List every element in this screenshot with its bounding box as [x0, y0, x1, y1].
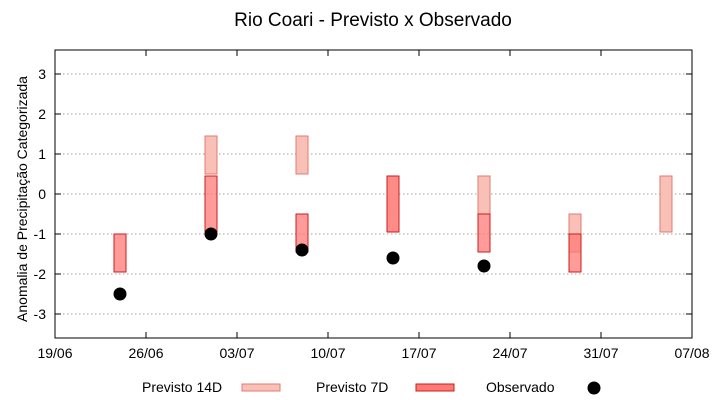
x-tick-label: 07/08	[674, 345, 709, 361]
range-bar	[477, 175, 491, 215]
y-tick-label: 1	[38, 146, 46, 162]
y-tick-label: 0	[38, 186, 46, 202]
x-tick-label: 10/07	[310, 345, 345, 361]
x-tick-label: 31/07	[583, 345, 618, 361]
observed-point	[113, 287, 127, 301]
axis-ticks: -3 -2 -1 0 1 2 3 19/06 26/06 03/07 10/07 17/07 24/07…	[34, 50, 710, 361]
legend-swatch	[241, 383, 281, 392]
observed-point	[477, 259, 491, 273]
x-tick-label: 24/07	[492, 345, 527, 361]
range-bar	[113, 233, 127, 273]
legend-label: Previsto 7D	[316, 379, 388, 395]
observed-point	[386, 251, 400, 265]
y-tick-label: -3	[34, 306, 47, 322]
y-tick-label: -1	[34, 226, 47, 242]
legend-label: Previsto 14D	[142, 379, 222, 395]
range-bar	[204, 175, 218, 233]
observed-points	[113, 227, 491, 301]
x-tick-label: 17/07	[401, 345, 436, 361]
range-bar	[659, 175, 673, 233]
y-tick-label: 3	[38, 66, 46, 82]
range-bar	[477, 213, 491, 253]
observed-point	[204, 227, 218, 241]
legend: Previsto 14D Previsto 7D Observado	[142, 379, 601, 395]
grid-lines	[55, 73, 692, 315]
y-tick-label: -2	[34, 266, 47, 282]
observed-point	[295, 243, 309, 257]
legend-swatch	[587, 381, 601, 395]
y-tick-label: 2	[38, 106, 46, 122]
legend-label: Observado	[486, 379, 555, 395]
legend-swatch	[415, 383, 455, 392]
range-bar	[204, 135, 218, 175]
range-bar	[295, 135, 309, 175]
x-tick-label: 19/06	[37, 345, 72, 361]
chart-title: Rio Coari - Previsto x Observado	[234, 10, 512, 31]
x-tick-label: 03/07	[219, 345, 254, 361]
range-bars	[113, 135, 673, 273]
x-tick-label: 26/06	[128, 345, 163, 361]
range-bar	[568, 233, 582, 273]
range-bar	[386, 175, 400, 233]
y-axis-label: Anomalia de Precipitação Categorizada	[14, 76, 30, 322]
